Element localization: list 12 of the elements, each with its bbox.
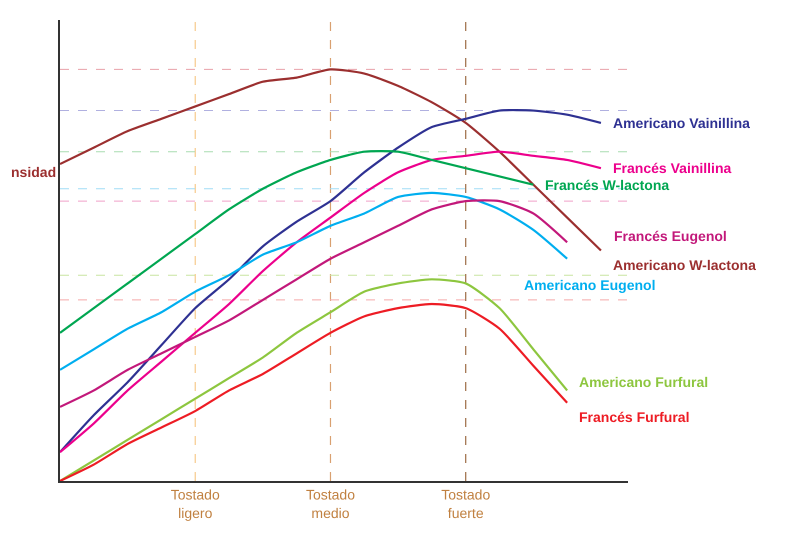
series-label: Francés W-lactona: [545, 177, 670, 193]
series-label: Americano Furfural: [579, 374, 708, 390]
text: Americano Eugenol: [524, 277, 656, 293]
x-tick-label: Tostado ligero: [170, 486, 220, 521]
series-label: Francés Vainillina: [613, 160, 732, 176]
x-tick-label: Tostado fuerte: [441, 486, 490, 521]
text: Francés Eugenol: [614, 228, 727, 244]
series-label: Americano Vainillina: [613, 115, 750, 131]
x-tick-label: Tostado medio: [306, 486, 356, 521]
series-label: Francés Furfural: [579, 409, 690, 425]
y-axis-title: nsidad: [11, 164, 56, 180]
series-label: Americano W-lactona: [613, 257, 756, 273]
